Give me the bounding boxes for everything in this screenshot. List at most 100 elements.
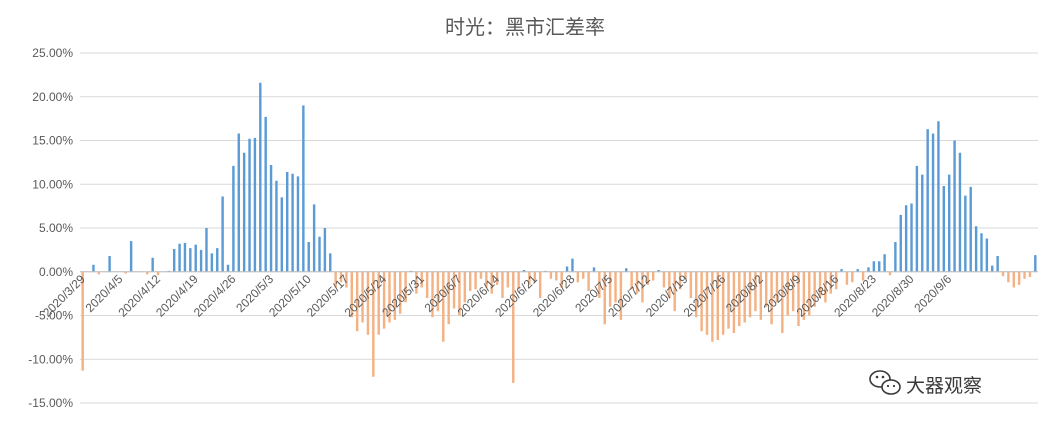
- bar: [883, 254, 886, 272]
- bar: [851, 271, 854, 283]
- bar: [463, 271, 467, 303]
- bar: [765, 271, 768, 307]
- bar: [425, 271, 429, 298]
- bar: [587, 271, 590, 291]
- bar: [969, 186, 972, 272]
- bar: [894, 242, 897, 272]
- bar: [619, 271, 623, 320]
- bar: [808, 271, 811, 316]
- bar: [1034, 255, 1037, 272]
- bar: [738, 271, 741, 326]
- bar: [700, 271, 703, 332]
- bar: [673, 271, 676, 312]
- bar: [662, 271, 666, 288]
- bar: [436, 271, 440, 312]
- bar: [92, 264, 95, 272]
- bar: [97, 271, 101, 275]
- bar: [533, 271, 536, 283]
- bar: [592, 267, 596, 272]
- bar: [506, 271, 510, 288]
- bar: [818, 271, 822, 298]
- bar: [797, 271, 800, 326]
- bar: [377, 271, 380, 335]
- bar: [269, 165, 273, 272]
- bar: [985, 238, 989, 272]
- bar: [302, 105, 305, 272]
- y-tick-label: -10.00%: [28, 352, 73, 366]
- bar: [915, 165, 919, 272]
- bar: [555, 271, 558, 281]
- bar: [668, 271, 671, 298]
- bar: [129, 241, 133, 272]
- bar: [382, 271, 386, 329]
- bar: [345, 271, 348, 288]
- bar: [996, 256, 999, 272]
- bar: [560, 271, 563, 288]
- y-tick-label: -5.00%: [35, 309, 73, 323]
- bar: [415, 271, 418, 294]
- bar: [576, 271, 580, 283]
- chart-title: 时光：黑市汇差率: [445, 15, 605, 39]
- bar: [684, 271, 687, 279]
- bar: [958, 152, 962, 272]
- bar: [431, 271, 434, 318]
- bar: [329, 253, 332, 272]
- bar: [323, 228, 327, 272]
- bar: [802, 271, 806, 320]
- bar: [641, 271, 644, 303]
- bar: [646, 271, 650, 285]
- bar: [404, 271, 407, 303]
- bar: [221, 196, 224, 272]
- bar: [318, 236, 321, 272]
- bar: [286, 172, 289, 272]
- bar: [813, 271, 816, 307]
- bar: [549, 271, 553, 279]
- bar: [582, 271, 585, 279]
- bars: [81, 82, 1037, 383]
- bar: [974, 226, 978, 272]
- bar: [678, 271, 682, 290]
- bar: [361, 271, 364, 323]
- bar: [845, 271, 849, 285]
- bar: [630, 271, 633, 290]
- watermark: 大器观察: [869, 370, 982, 397]
- bar: [172, 249, 176, 272]
- bar: [991, 265, 994, 272]
- bar: [350, 271, 353, 318]
- bar: [334, 271, 337, 288]
- y-axis-ticks: -15.00% -10.00% -5.00% 0.00% 5.00% 10.00% 15.0…: [28, 46, 73, 410]
- bar: [216, 248, 219, 272]
- bar: [942, 186, 946, 272]
- y-tick-label: 0.00%: [39, 265, 73, 279]
- bar: [232, 165, 235, 272]
- bar: [748, 271, 752, 318]
- bar: [183, 242, 187, 272]
- bar: [178, 243, 181, 272]
- bar: [366, 271, 370, 335]
- bar: [781, 271, 784, 333]
- bar: [657, 270, 660, 272]
- bar: [1017, 271, 1021, 285]
- bar: [124, 271, 127, 274]
- bar: [910, 203, 913, 272]
- bar: [194, 244, 197, 272]
- bar: [980, 233, 983, 272]
- bar: [108, 256, 111, 272]
- bar: [759, 271, 763, 320]
- bar: [689, 271, 693, 298]
- bar: [775, 271, 779, 303]
- bar: [791, 271, 795, 312]
- bar: [447, 271, 450, 325]
- bar: [307, 242, 310, 272]
- bar: [280, 197, 284, 272]
- bar: [716, 271, 719, 340]
- bar: [872, 261, 876, 272]
- bar: [861, 271, 865, 281]
- bar: [1001, 271, 1005, 277]
- bar: [248, 138, 251, 272]
- bar: [964, 195, 967, 272]
- bar: [824, 271, 827, 303]
- bar: [501, 271, 504, 298]
- bar: [603, 271, 606, 325]
